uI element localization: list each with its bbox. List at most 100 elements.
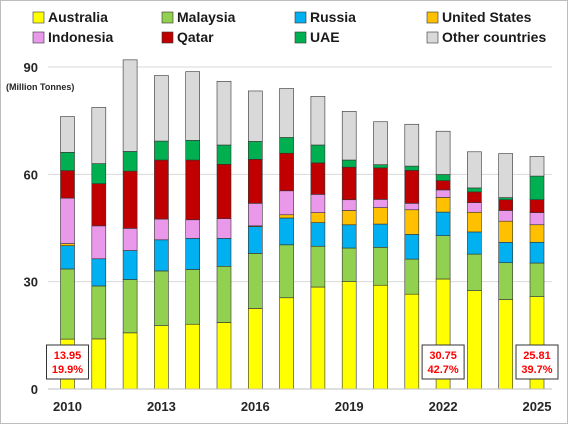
bar-segment-2010-united-states <box>60 243 75 247</box>
bar-segment-2011-indonesia <box>91 225 107 260</box>
bar-segment-2016-indonesia <box>248 203 263 227</box>
bar-segment-2019-malaysia <box>341 247 357 282</box>
bar-segment-2011-uae <box>91 163 107 184</box>
bar-segment-2024-australia <box>498 299 514 390</box>
legend-label-uae: UAE <box>310 29 340 45</box>
legend-swatch-qatar <box>161 31 174 44</box>
bar-segment-2025-indonesia <box>529 212 545 226</box>
bar-segment-2024-russia <box>498 242 514 264</box>
bar-segment-2015-qatar <box>216 164 232 219</box>
bar-segment-2021-malaysia <box>404 258 420 295</box>
bar-segment-2010-indonesia <box>60 197 75 244</box>
bar-segment-2014-malaysia <box>185 269 200 325</box>
bar-segment-2020-malaysia <box>373 247 388 286</box>
bar-segment-2021-other-countries <box>404 123 420 167</box>
bar-segment-2017-australia <box>279 297 294 390</box>
bar-segment-2020-australia <box>373 284 388 390</box>
bar-segment-2020-qatar <box>373 167 388 200</box>
bar-segment-2022-russia <box>435 211 451 236</box>
bar-segment-2013-australia <box>154 325 169 390</box>
bar-segment-2011-russia <box>91 258 107 287</box>
bar-segment-2023-qatar <box>467 191 482 203</box>
bar-segment-2018-russia <box>310 222 326 247</box>
bar-segment-2016-australia <box>248 308 263 390</box>
annotation-box-2025 <box>515 344 559 380</box>
x-tick-label: 2013 <box>147 399 176 414</box>
bar-segment-2021-qatar <box>404 170 420 204</box>
bar-segment-2022-other-countries <box>435 130 451 175</box>
bar-segment-2022-uae <box>435 174 451 181</box>
annotation-value-2010: 13.95 <box>54 350 82 362</box>
bar-segment-2015-russia <box>216 238 232 267</box>
bar-segment-2020-indonesia <box>373 199 388 208</box>
legend-label-australia: Australia <box>48 9 108 25</box>
bar-segment-2014-uae <box>185 140 200 161</box>
bar-segment-2025-united-states <box>529 224 545 243</box>
bar-segment-2011-malaysia <box>91 285 107 340</box>
annotation-share-2022: 42.7% <box>427 364 458 376</box>
bar-segment-2013-indonesia <box>154 218 169 241</box>
annotation-value-2022: 30.75 <box>429 350 457 362</box>
bar-segment-2021-united-states <box>404 209 420 235</box>
bar-segment-2010-malaysia <box>60 268 75 340</box>
bar-segment-2010-qatar <box>60 170 75 199</box>
bar-segment-2014-indonesia <box>185 219 200 239</box>
bar-segment-2023-malaysia <box>467 253 482 291</box>
bar-segment-2020-uae <box>373 164 388 169</box>
x-tick-label: 2016 <box>241 399 270 414</box>
bar-segment-2013-russia <box>154 239 169 272</box>
bar-segment-2016-qatar <box>248 159 263 204</box>
bar-segment-2024-united-states <box>498 220 514 243</box>
bar-segment-2013-uae <box>154 140 169 161</box>
bar-segment-2016-russia <box>248 226 263 254</box>
bar-segment-2016-other-countries <box>248 90 263 142</box>
bar-segment-2023-united-states <box>467 211 482 233</box>
bar-segment-2015-uae <box>216 144 232 165</box>
bar-segment-2016-uae <box>248 141 263 160</box>
legend-swatch-malaysia <box>161 11 174 24</box>
bar-segment-2010-russia <box>60 245 75 270</box>
annotation-share-2025: 39.7% <box>521 364 552 376</box>
bar-segment-2012-uae <box>122 151 138 172</box>
legend-label-malaysia: Malaysia <box>177 9 236 25</box>
bar-segment-2024-malaysia <box>498 262 514 300</box>
legend-label-russia: Russia <box>310 9 356 25</box>
x-tick-label: 2010 <box>53 399 82 414</box>
legend-swatch-russia <box>294 11 307 24</box>
bar-segment-2022-indonesia <box>435 189 451 198</box>
bar-segment-2017-russia <box>279 217 294 246</box>
bar-segment-2015-australia <box>216 322 232 390</box>
bar-segment-2018-malaysia <box>310 245 326 288</box>
bar-segment-2012-other-countries <box>122 59 138 152</box>
bar-segment-2014-other-countries <box>185 71 200 141</box>
bar-segment-2010-other-countries <box>60 116 75 153</box>
bar-segment-2014-australia <box>185 323 200 390</box>
bar-segment-2015-indonesia <box>216 218 232 239</box>
legend-swatch-uae <box>294 31 307 44</box>
bar-segment-2020-russia <box>373 223 388 248</box>
bar-segment-2022-united-states <box>435 197 451 213</box>
bar-segment-2017-qatar <box>279 152 294 192</box>
y-tick-label: 0 <box>31 382 38 397</box>
bar-segment-2023-australia <box>467 290 482 390</box>
annotation-box-2010 <box>46 344 89 380</box>
legend-swatch-united-states <box>426 11 439 24</box>
bar-segment-2012-qatar <box>122 170 138 229</box>
bar-segment-2012-malaysia <box>122 279 138 334</box>
annotation-value-2025: 25.81 <box>523 350 551 362</box>
bar-segment-2019-indonesia <box>341 199 357 211</box>
bar-segment-2023-indonesia <box>467 202 482 213</box>
bar-segment-2020-other-countries <box>373 121 388 165</box>
bar-segment-2023-russia <box>467 231 482 255</box>
bar-segment-2019-uae <box>341 159 357 168</box>
y-tick-label: 30 <box>24 275 38 290</box>
bar-segment-2023-other-countries <box>467 151 482 189</box>
bar-segment-2025-malaysia <box>529 262 545 297</box>
x-tick-label: 2019 <box>335 399 364 414</box>
legend-swatch-other-countries <box>426 31 439 44</box>
annotation-box-2022 <box>421 344 465 380</box>
legend-label-qatar: Qatar <box>177 29 214 45</box>
bar-segment-2025-uae <box>529 175 545 200</box>
bar-segment-2010-uae <box>60 152 75 171</box>
bar-segment-2011-australia <box>91 338 107 390</box>
